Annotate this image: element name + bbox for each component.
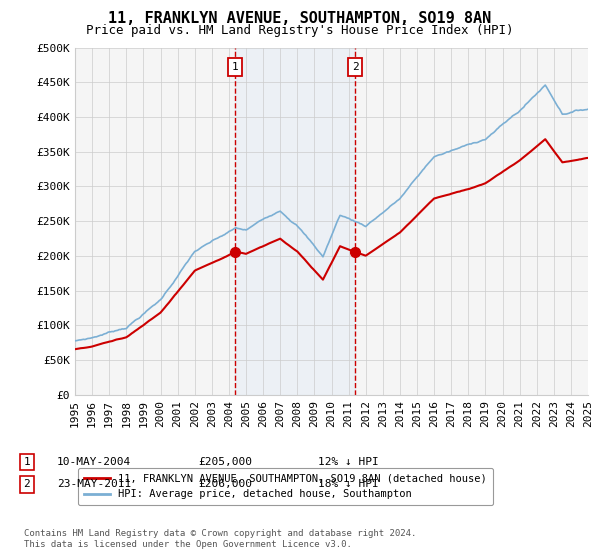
Text: 1: 1 [23, 457, 31, 467]
Text: 2: 2 [352, 62, 358, 72]
Text: £205,000: £205,000 [198, 457, 252, 467]
Text: Contains HM Land Registry data © Crown copyright and database right 2024.
This d: Contains HM Land Registry data © Crown c… [24, 529, 416, 549]
Text: Price paid vs. HM Land Registry's House Price Index (HPI): Price paid vs. HM Land Registry's House … [86, 24, 514, 37]
Legend: 11, FRANKLYN AVENUE, SOUTHAMPTON, SO19 8AN (detached house), HPI: Average price,: 11, FRANKLYN AVENUE, SOUTHAMPTON, SO19 8… [77, 468, 493, 506]
Text: 1: 1 [232, 62, 239, 72]
Text: 2: 2 [23, 479, 31, 489]
Text: 11, FRANKLYN AVENUE, SOUTHAMPTON, SO19 8AN: 11, FRANKLYN AVENUE, SOUTHAMPTON, SO19 8… [109, 11, 491, 26]
Text: 18% ↓ HPI: 18% ↓ HPI [318, 479, 379, 489]
Text: 12% ↓ HPI: 12% ↓ HPI [318, 457, 379, 467]
Text: 23-MAY-2011: 23-MAY-2011 [57, 479, 131, 489]
Text: 10-MAY-2004: 10-MAY-2004 [57, 457, 131, 467]
Text: £206,000: £206,000 [198, 479, 252, 489]
Bar [235, 48, 355, 395]
